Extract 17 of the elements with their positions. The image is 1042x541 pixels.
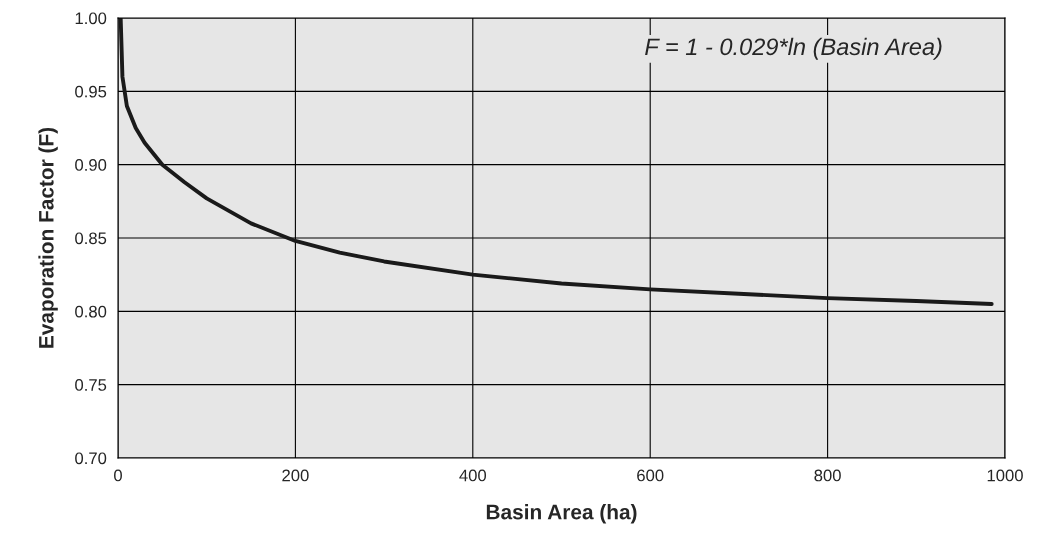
y-tick-label: 1.00	[75, 12, 107, 25]
y-tick-label: 0.75	[75, 379, 107, 391]
y-tick-label: 0.90	[75, 159, 107, 171]
x-tick-label: 800	[814, 469, 841, 482]
annotation: F = 1 - 0.029*ln (Basin Area)	[645, 37, 942, 60]
y-tick-label: 0.95	[75, 85, 107, 98]
y-tick-label: 0.70	[75, 452, 107, 465]
x-tick-label: 400	[459, 469, 487, 482]
y-tick-label: 0.85	[75, 232, 107, 245]
y-tick-label: 0.80	[75, 305, 107, 318]
x-tick-label: 0	[114, 469, 122, 482]
x-tick-label: 200	[282, 469, 309, 482]
line-series	[118, 18, 994, 306]
x-tick-label: 1000	[987, 469, 1023, 482]
y-axis-title: Evaporation Factor (F)	[38, 127, 58, 348]
x-axis-title: Basin Area (ha)	[486, 504, 637, 524]
x-tick-label: 600	[637, 469, 664, 482]
